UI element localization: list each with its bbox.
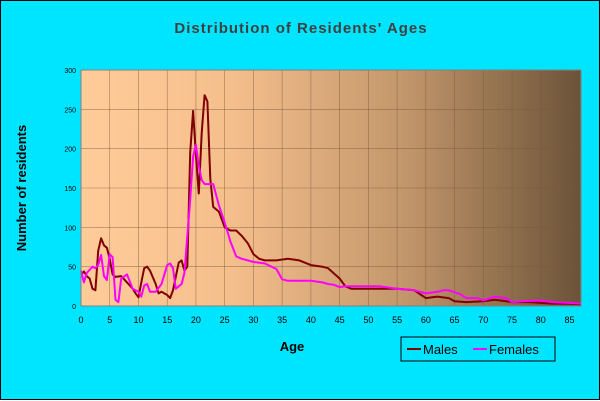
x-tick-label: 75	[507, 315, 517, 325]
series-line-males	[80, 94, 582, 306]
y-tick-label: 50	[68, 265, 76, 272]
legend-box	[400, 336, 556, 362]
series-layer	[80, 94, 582, 306]
x-tick-label: 45	[335, 315, 345, 325]
y-tick-label: 200	[64, 147, 76, 154]
x-tick-label: 10	[133, 315, 143, 325]
x-tick-label: 0	[78, 315, 83, 325]
x-tick-label: 80	[536, 315, 546, 325]
y-axis-label: Number of residents	[14, 125, 29, 251]
x-axis-label: Age	[280, 339, 305, 354]
x-tick-label: 25	[220, 315, 230, 325]
y-tick-labels: 0 50 100 150 200 250 300	[64, 68, 76, 311]
x-tick-label: 20	[191, 315, 201, 325]
x-tick-label: 55	[392, 315, 402, 325]
x-tick-label: 30	[248, 315, 258, 325]
legend-label-males: Males	[423, 342, 458, 357]
plot-border	[80, 69, 582, 307]
y-tick-label: 100	[64, 225, 76, 232]
x-tick-label: 60	[421, 315, 431, 325]
x-tick-label: 5	[107, 315, 112, 325]
x-tick-label: 40	[306, 315, 316, 325]
series-line-females	[80, 143, 582, 305]
x-tick-label: 50	[363, 315, 373, 325]
x-tick-label: 85	[564, 315, 574, 325]
chart-title: Distribution of Residents' Ages	[174, 20, 427, 37]
x-tick-labels: 0 5 10 15 20 25 30 35 40 45 50 55 60 65 70 75 80 85	[78, 315, 574, 325]
x-tick-label: 70	[478, 315, 488, 325]
y-tick-label: 150	[64, 186, 76, 193]
legend: Males Females	[400, 336, 556, 362]
y-tick-label: 0	[72, 304, 76, 311]
x-tick-label: 15	[162, 315, 172, 325]
y-tick-label: 300	[64, 68, 76, 75]
x-tick-label: 65	[450, 315, 460, 325]
x-tick-label: 35	[277, 315, 287, 325]
legend-label-females: Females	[489, 342, 539, 357]
y-tick-label: 250	[64, 107, 76, 114]
